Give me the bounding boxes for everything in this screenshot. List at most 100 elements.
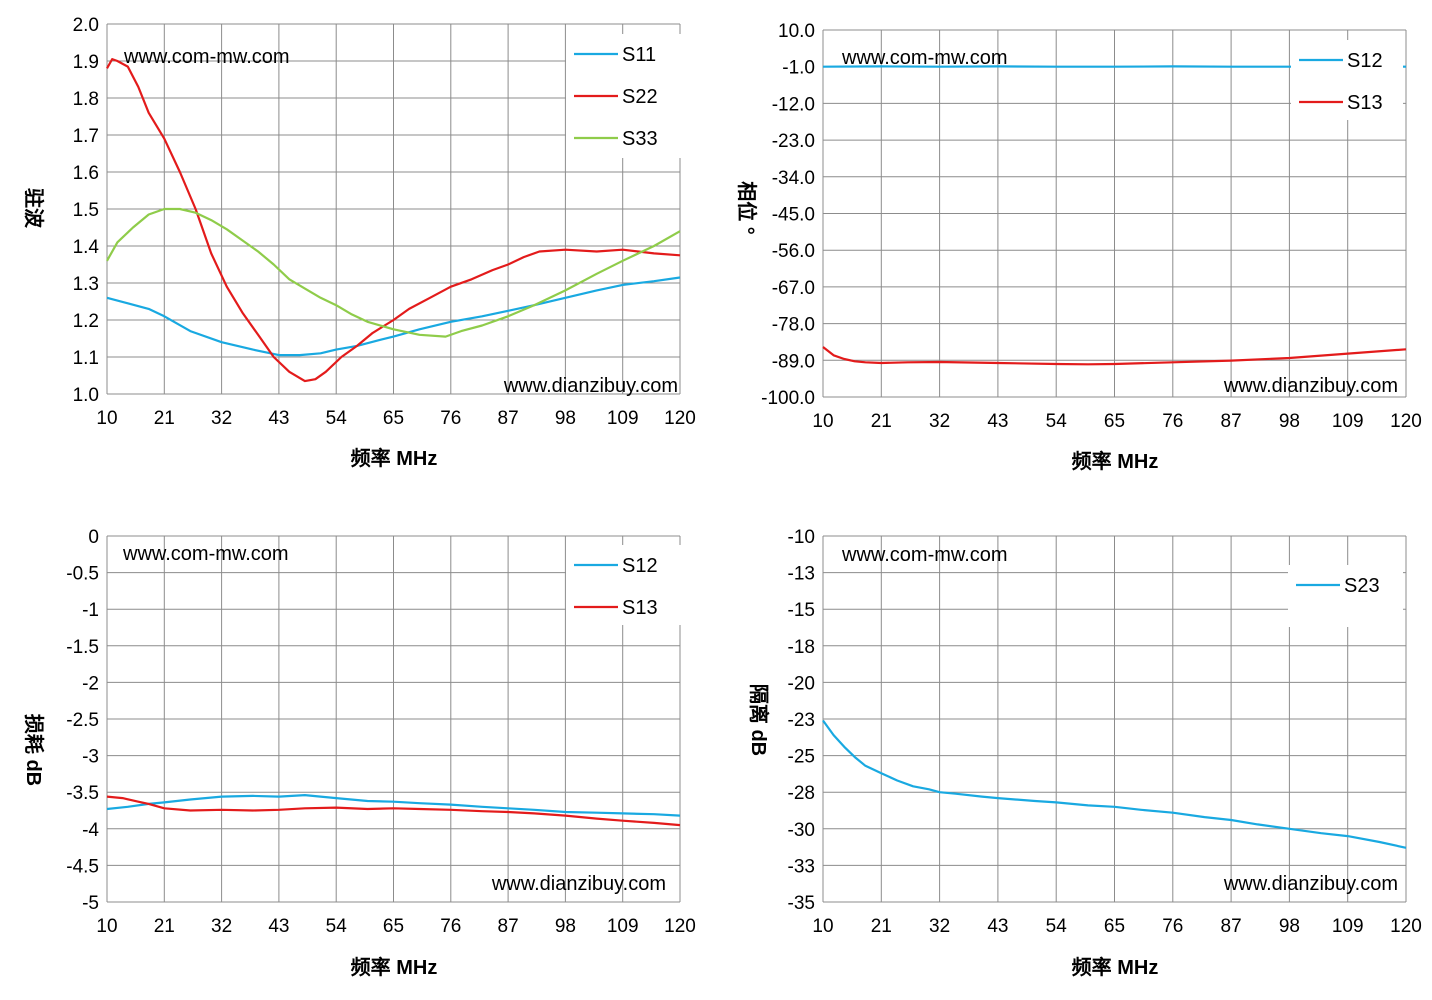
x-tick-label: 21	[154, 916, 175, 937]
y-tick-label: 1.0	[73, 385, 99, 406]
series-line-s13	[822, 346, 1407, 366]
x-tick-label: 43	[268, 916, 289, 937]
x-tick-label: 32	[211, 916, 232, 937]
x-tick-label: 109	[1332, 411, 1364, 432]
legend-background	[1291, 40, 1403, 120]
y-tick-label: -89.0	[772, 351, 815, 372]
y-tick-label: 0	[88, 527, 99, 548]
x-tick-label: 54	[1046, 411, 1068, 432]
legend-background	[1288, 565, 1403, 627]
chart-3: 10 21 32 43 54 65 76 87 98 109 120 -5 -4.5 -4 -3.5 -3 -2…	[22, 527, 696, 979]
x-tick-label: 32	[929, 916, 950, 937]
y-tick-label: -4.5	[66, 856, 99, 877]
y-tick-label: -67.0	[772, 278, 815, 299]
y-tick-label: -5	[82, 893, 99, 914]
x-tick-label: 43	[987, 916, 1008, 937]
x-axis-label: 频率 MHz	[1072, 449, 1159, 473]
y-tick-label: 2.0	[73, 15, 99, 36]
x-tick-label: 65	[383, 916, 404, 937]
x-tick-label: 98	[1279, 411, 1300, 432]
x-tick-label: 32	[211, 408, 232, 429]
x-tick-label: 109	[607, 916, 639, 937]
y-tick-label: -35	[788, 893, 815, 914]
series-line-s33	[106, 207, 681, 338]
y-tick-label: -18	[788, 637, 815, 658]
x-tick-label: 43	[268, 408, 289, 429]
legend: S12 S13	[1291, 40, 1403, 120]
y-tick-label: -2.5	[66, 710, 99, 731]
y-tick-label: -13	[788, 564, 815, 585]
watermark-top: www.com-mw.com	[123, 46, 290, 68]
watermark-top: www.com-mw.com	[841, 47, 1008, 69]
x-tick-label: 65	[383, 408, 404, 429]
watermark-bottom: www.dianzibuy.com	[491, 873, 666, 895]
x-tick-label: 10	[96, 916, 117, 937]
y-tick-label: 1.8	[73, 89, 99, 110]
y-axis-label: 驻波	[22, 188, 46, 229]
x-tick-label: 54	[326, 408, 348, 429]
y-tick-label: -28	[788, 783, 815, 804]
y-axis-label: 相位 °	[735, 181, 759, 235]
x-tick-label: 120	[664, 916, 696, 937]
x-tick-label: 21	[871, 916, 892, 937]
y-tick-label: -0.5	[66, 564, 99, 585]
x-axis-label: 频率 MHz	[351, 446, 438, 470]
y-tick-label: 1.5	[73, 200, 99, 221]
chart-2: 10 21 32 43 54 65 76 87 98 109 120 -100.0 -89.0 -78.0…	[735, 21, 1422, 473]
x-tick-label: 87	[498, 916, 519, 937]
x-tick-label: 32	[929, 411, 950, 432]
y-tick-label: -25	[788, 747, 815, 768]
chart-4: 10 21 32 43 54 65 76 87 98 109 120 -35 -33 -30 -28 -25 -…	[747, 527, 1422, 979]
x-tick-label: 10	[812, 916, 833, 937]
y-axis-label: 隔离 dB	[747, 684, 771, 756]
legend-label: S23	[1344, 575, 1380, 597]
x-tick-label: 54	[326, 916, 348, 937]
x-tick-label: 120	[664, 408, 696, 429]
y-tick-label: 1.4	[73, 237, 100, 258]
x-tick-label: 76	[440, 408, 461, 429]
y-tick-label: -33	[788, 856, 815, 877]
y-tick-label: -100.0	[761, 388, 815, 409]
x-tick-label: 87	[1221, 916, 1242, 937]
series-line-s23	[822, 719, 1407, 849]
y-tick-label: -2	[82, 673, 99, 694]
legend-background	[566, 545, 684, 625]
series-line-s11	[106, 276, 681, 357]
x-tick-label: 120	[1390, 916, 1422, 937]
legend-label: S11	[622, 44, 656, 66]
y-tick-label: -56.0	[772, 241, 815, 262]
legend-label: S33	[622, 128, 658, 150]
y-tick-label: -23	[788, 710, 815, 731]
x-axis-label: 频率 MHz	[1072, 955, 1159, 979]
watermark-top: www.com-mw.com	[841, 544, 1008, 566]
y-tick-label: 1.3	[73, 274, 99, 295]
legend: S12 S13	[566, 545, 684, 625]
y-tick-label: -10	[788, 527, 815, 548]
x-tick-label: 87	[1221, 411, 1242, 432]
x-tick-label: 98	[1279, 916, 1300, 937]
y-tick-label: 1.9	[73, 52, 99, 73]
y-tick-label: -23.0	[772, 131, 815, 152]
y-tick-label: -1.0	[782, 58, 815, 79]
x-tick-label: 76	[1162, 916, 1183, 937]
legend-label: S12	[1347, 50, 1383, 72]
x-tick-label: 43	[987, 411, 1008, 432]
series-line-s12	[106, 793, 681, 817]
x-tick-label: 21	[871, 411, 892, 432]
y-tick-label: 1.1	[73, 348, 99, 369]
y-tick-label: -4	[82, 820, 99, 841]
x-tick-label: 98	[555, 916, 576, 937]
watermark-bottom: www.dianzibuy.com	[1223, 873, 1398, 895]
x-tick-label: 21	[154, 408, 175, 429]
watermark-bottom: www.dianzibuy.com	[503, 375, 678, 397]
watermark-top: www.com-mw.com	[122, 543, 289, 565]
chart-1: 10 21 32 43 54 65 76 87 98 109 120 1.0 1.1 1.2 1.3 1.4 1…	[22, 15, 696, 470]
x-tick-label: 76	[1162, 411, 1183, 432]
y-tick-label: 1.2	[73, 311, 99, 332]
y-tick-label: -45.0	[772, 205, 815, 226]
x-tick-label: 65	[1104, 411, 1125, 432]
x-tick-label: 109	[1332, 916, 1364, 937]
y-axis-label: 损耗 dB	[22, 714, 45, 786]
y-tick-label: -20	[788, 673, 815, 694]
